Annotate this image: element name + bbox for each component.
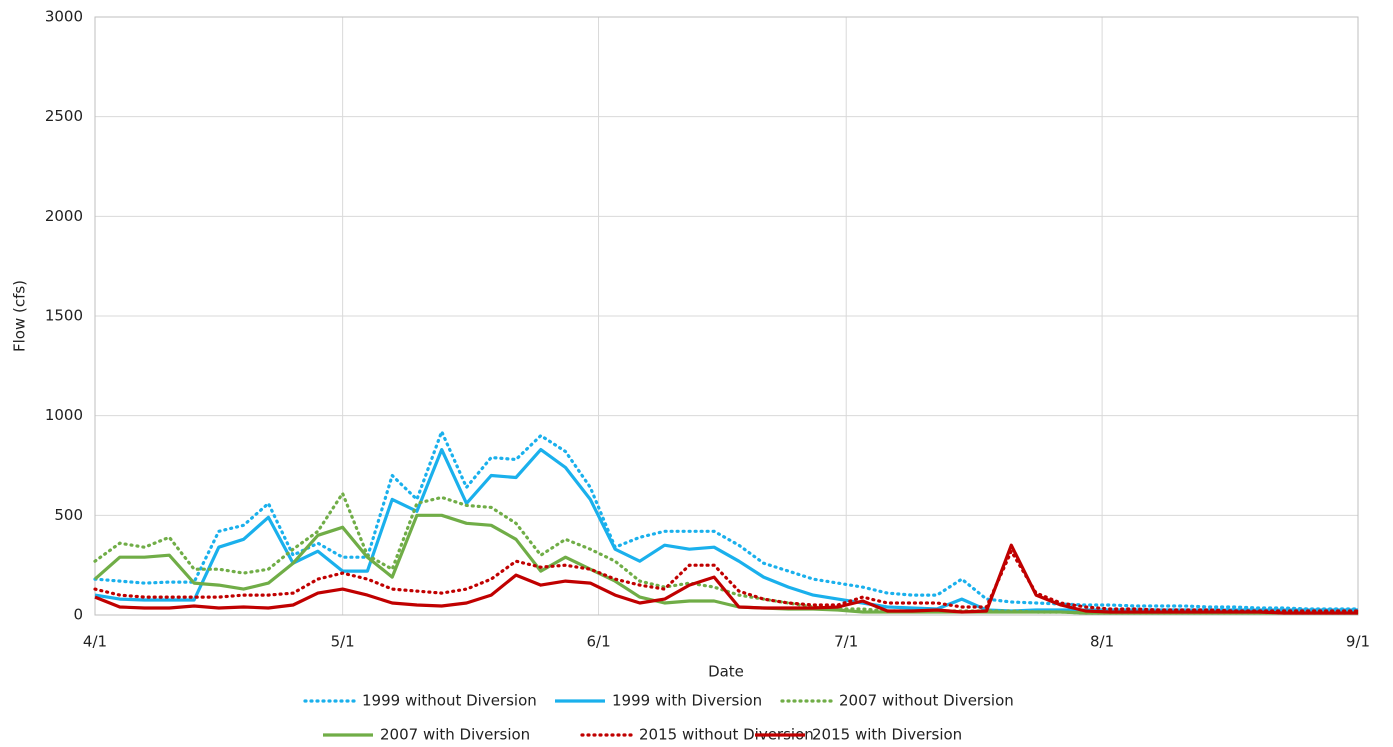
x-tick-label: 6/1: [586, 633, 610, 651]
legend-label: 2007 without Diversion: [839, 692, 1014, 710]
x-tick-label: 8/1: [1090, 633, 1114, 651]
y-tick-label: 2500: [45, 107, 83, 125]
y-axis-label: Flow (cfs): [11, 280, 29, 352]
y-tick-label: 3000: [45, 8, 83, 26]
y-tick-label: 1000: [45, 406, 83, 424]
y-tick-label: 500: [54, 506, 83, 524]
x-axis-label: Date: [708, 663, 744, 681]
x-tick-label: 4/1: [83, 633, 107, 651]
y-tick-label: 0: [73, 606, 83, 624]
legend-label: 1999 with Diversion: [612, 692, 762, 710]
series-line: [94, 448, 1358, 613]
legend-label: 2015 with Diversion: [812, 726, 962, 744]
x-tick-label: 5/1: [331, 633, 355, 651]
legend-label: 1999 without Diversion: [362, 692, 537, 710]
series-line: [93, 427, 1360, 611]
series-line: [93, 547, 1360, 613]
y-tick-label: 1500: [45, 307, 83, 325]
series-line: [94, 543, 1358, 615]
legend-label: 2007 with Diversion: [380, 726, 530, 744]
series-line: [93, 513, 1358, 615]
x-tick-label: 7/1: [834, 633, 858, 651]
y-tick-label: 2000: [45, 207, 83, 225]
plot-border: [94, 16, 1359, 616]
x-tick-label: 9/1: [1346, 633, 1370, 651]
legend-label: 2015 without Diversion: [639, 726, 814, 744]
